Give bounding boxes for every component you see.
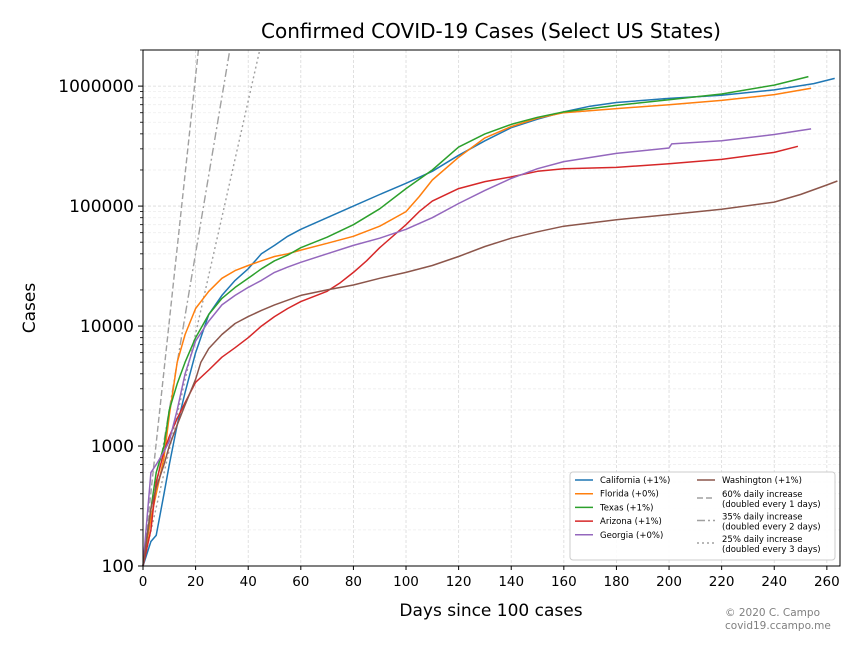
credit-line-2: covid19.ccampo.me bbox=[725, 620, 831, 632]
legend-label: Texas (+1%) bbox=[599, 503, 653, 513]
x-tick-label: 200 bbox=[656, 574, 682, 590]
x-tick-label: 0 bbox=[139, 574, 148, 590]
legend-label: (doubled every 2 days) bbox=[722, 523, 821, 533]
y-tick-label: 1000 bbox=[91, 437, 134, 457]
legend-label: 60% daily increase bbox=[722, 490, 802, 500]
legend-label: (doubled every 3 days) bbox=[722, 545, 821, 555]
x-tick-label: 120 bbox=[446, 574, 472, 590]
legend-label: (doubled every 1 days) bbox=[722, 500, 821, 510]
chart-title: Confirmed COVID-19 Cases (Select US Stat… bbox=[261, 19, 721, 43]
legend-box bbox=[569, 471, 836, 561]
reference-lines bbox=[142, 49, 261, 567]
series-line bbox=[142, 87, 812, 567]
legend-label: 25% daily increase bbox=[722, 535, 802, 545]
x-tick-label: 140 bbox=[498, 574, 524, 590]
series-lines bbox=[142, 75, 838, 567]
plot-frame bbox=[142, 49, 841, 567]
y-axis-ticks: 100 1000 10000 100000 1000000 bbox=[58, 49, 143, 577]
y-tick-label: 100 bbox=[102, 557, 134, 577]
series-line bbox=[142, 180, 838, 567]
legend: California (+1%) Florida (+0%) Texas (+1%)… bbox=[569, 471, 836, 561]
series-line bbox=[142, 128, 812, 567]
x-tick-label: 60 bbox=[292, 574, 309, 590]
x-tick-label: 180 bbox=[604, 574, 630, 590]
y-tick-label: 10000 bbox=[80, 317, 134, 337]
legend-label: California (+1%) bbox=[600, 476, 670, 486]
x-tick-label: 40 bbox=[240, 574, 257, 590]
y-axis-label: Cases bbox=[20, 283, 40, 334]
x-tick-label: 100 bbox=[393, 574, 419, 590]
x-tick-label: 240 bbox=[761, 574, 787, 590]
series-line bbox=[142, 75, 809, 567]
reference-line bbox=[142, 49, 261, 567]
reference-line bbox=[142, 49, 200, 567]
y-tick-label: 1000000 bbox=[58, 77, 134, 97]
legend-label: Florida (+0%) bbox=[600, 490, 659, 500]
x-tick-label: 220 bbox=[709, 574, 735, 590]
credit-line-1: © 2020 C. Campo bbox=[725, 607, 820, 619]
series-line bbox=[142, 145, 799, 567]
x-tick-label: 160 bbox=[551, 574, 577, 590]
x-tick-label: 260 bbox=[814, 574, 840, 590]
legend-label: Washington (+1%) bbox=[722, 476, 802, 486]
x-tick-label: 80 bbox=[345, 574, 362, 590]
legend-label: 35% daily increase bbox=[722, 513, 802, 523]
legend-label: Arizona (+1%) bbox=[600, 517, 662, 527]
x-axis-label: Days since 100 cases bbox=[399, 601, 582, 621]
y-tick-label: 100000 bbox=[69, 197, 134, 217]
x-tick-label: 20 bbox=[187, 574, 204, 590]
legend-label: Georgia (+0%) bbox=[600, 531, 663, 541]
x-axis-ticks: 0 20 40 60 80 100 120 140 160 180 200 220 240 260 bbox=[139, 566, 840, 590]
